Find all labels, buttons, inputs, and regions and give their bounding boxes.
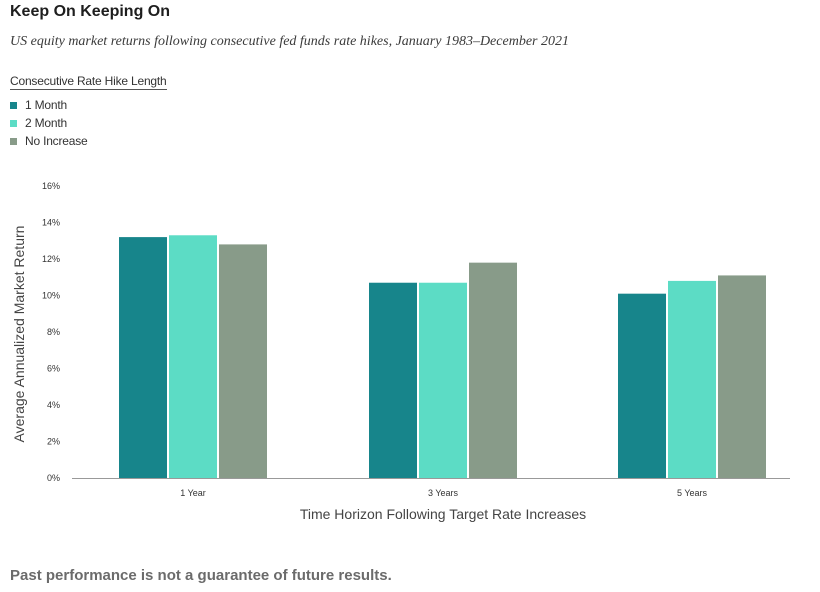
y-tick-label: 4% <box>47 400 60 410</box>
bars <box>119 235 766 478</box>
x-tick-label: 5 Years <box>677 488 708 498</box>
legend-title: Consecutive Rate Hike Length <box>10 74 167 90</box>
legend-swatch <box>10 119 17 127</box>
legend-items: 1 Month 2 Month No Increase <box>10 96 167 150</box>
x-tick-label: 1 Year <box>180 488 206 498</box>
bar-1-month-3-years <box>369 282 417 478</box>
bar-1-month-1-year <box>119 237 167 478</box>
legend-label: No Increase <box>25 134 88 148</box>
bar-no-increase-5-years <box>718 275 766 478</box>
legend-label: 2 Month <box>25 116 67 130</box>
y-axis-label: Average Annualized Market Return <box>11 226 27 443</box>
y-tick-label: 0% <box>47 473 60 483</box>
y-tick-label: 8% <box>47 327 60 337</box>
legend-label: 1 Month <box>25 98 67 112</box>
legend-item: 2 Month <box>10 114 167 132</box>
bar-2-month-5-years <box>668 280 716 478</box>
chart-subtitle: US equity market returns following conse… <box>10 34 569 49</box>
bar-2-month-1-year <box>169 235 217 478</box>
disclaimer-note: Past performance is not a guarantee of f… <box>10 567 392 584</box>
bar-no-increase-3-years <box>469 262 517 478</box>
y-tick-label: 16% <box>42 181 60 191</box>
y-axis-ticks: 0% 2% 4% 6% 8% 10% 12% 14% 16% <box>42 181 60 483</box>
bar-2-month-3-years <box>419 282 467 478</box>
legend: Consecutive Rate Hike Length 1 Month 2 Mo… <box>10 72 167 150</box>
bar-no-increase-1-year <box>219 244 267 478</box>
y-tick-label: 10% <box>42 291 60 301</box>
y-tick-label: 12% <box>42 254 60 264</box>
y-tick-label: 14% <box>42 218 60 228</box>
x-axis-ticks: 1 Year 3 Years 5 Years <box>180 488 707 498</box>
chart-title: Keep On Keeping On <box>10 3 171 20</box>
x-axis-label: Time Horizon Following Target Rate Incre… <box>300 506 586 522</box>
x-tick-label: 3 Years <box>428 488 459 498</box>
legend-swatch <box>10 101 17 109</box>
bar-1-month-5-years <box>618 293 666 478</box>
y-tick-label: 6% <box>47 364 60 374</box>
legend-swatch <box>10 137 17 145</box>
legend-item: No Increase <box>10 132 167 150</box>
y-tick-label: 2% <box>47 437 60 447</box>
legend-item: 1 Month <box>10 96 167 114</box>
